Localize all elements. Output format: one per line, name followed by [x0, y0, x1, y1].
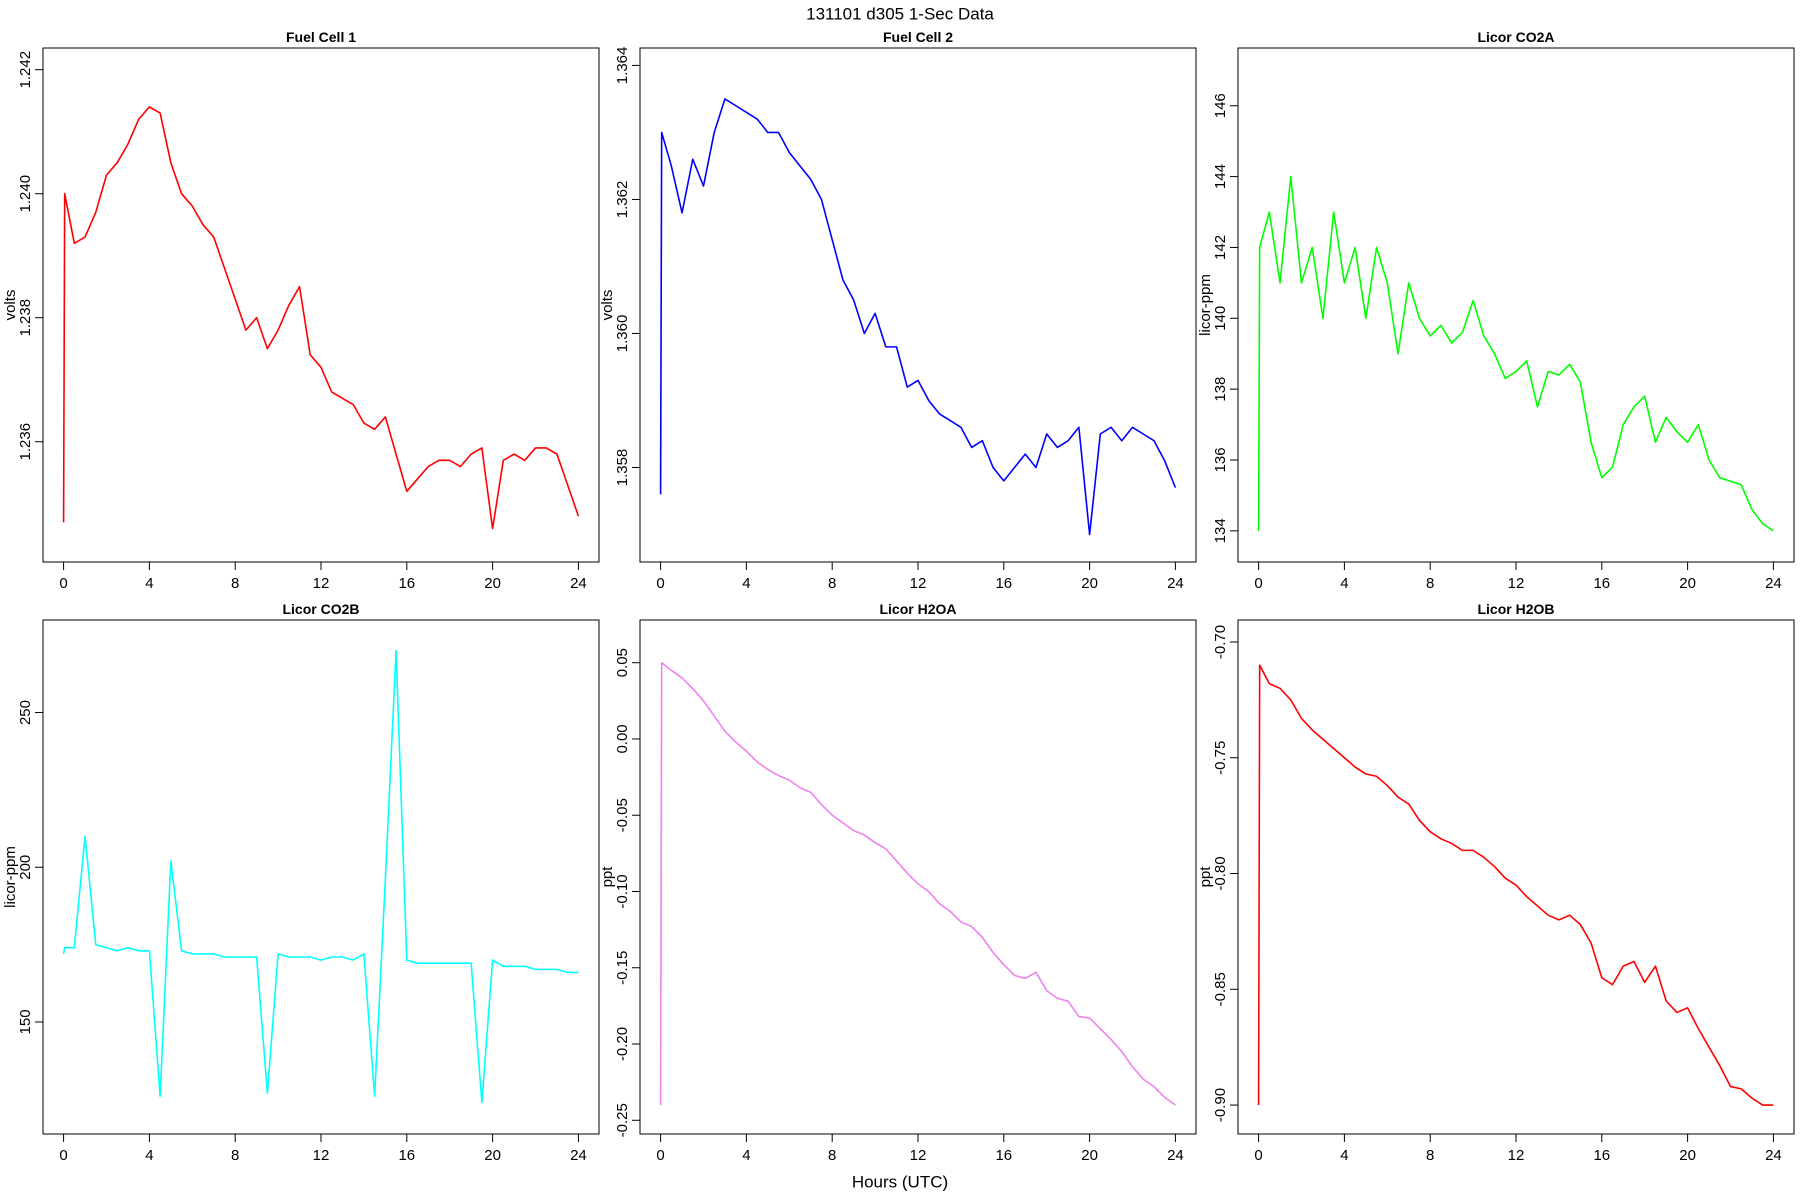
x-tick-label: 0	[1254, 1147, 1262, 1164]
y-tick-label: -0.70	[1212, 625, 1229, 659]
y-axis-label: licor-ppm	[1197, 274, 1214, 336]
x-tick-label: 16	[1593, 575, 1610, 592]
x-tick-label: 4	[742, 1147, 750, 1164]
y-axis-label: ppt	[1197, 866, 1214, 888]
x-tick-label: 8	[828, 575, 836, 592]
y-axis-label: ppt	[599, 866, 616, 888]
plot-frame	[42, 47, 600, 563]
x-tick-label: 0	[1254, 575, 1262, 592]
x-tick-label: 16	[995, 575, 1012, 592]
x-tick-label: 12	[1508, 1147, 1525, 1164]
y-tick-label: 1.242	[17, 51, 34, 89]
y-tick-label: 200	[17, 855, 34, 880]
y-tick-label: 250	[17, 700, 34, 725]
y-tick-label: 1.362	[614, 181, 631, 219]
x-tick-label: 0	[656, 1147, 664, 1164]
plot-frame	[42, 619, 600, 1135]
data-line	[62, 649, 579, 1104]
x-tick-label: 8	[231, 1147, 239, 1164]
x-tick-label: 16	[398, 1147, 415, 1164]
x-tick-label: 20	[1679, 575, 1696, 592]
y-tick-label: 136	[1212, 447, 1229, 472]
x-tick-label: 4	[742, 575, 750, 592]
y-tick-label: -0.75	[1212, 741, 1229, 775]
y-tick-label: -0.15	[614, 951, 631, 985]
y-tick-label: 140	[1212, 306, 1229, 331]
x-tick-label: 24	[1765, 575, 1782, 592]
y-tick-label: -0.85	[1212, 972, 1229, 1006]
y-tick-label: 1.236	[17, 423, 34, 461]
y-tick-label: -0.20	[614, 1027, 631, 1061]
panel-title: Licor CO2B	[282, 601, 359, 617]
x-tick-label: 20	[1679, 1147, 1696, 1164]
x-tick-label: 20	[484, 575, 501, 592]
x-tick-label: 4	[1340, 1147, 1348, 1164]
y-tick-label: 138	[1212, 377, 1229, 402]
x-tick-label: 16	[1593, 1147, 1610, 1164]
y-tick-label: 146	[1212, 93, 1229, 118]
page-title: 131101 d305 1-Sec Data	[806, 4, 994, 23]
y-tick-label: 134	[1212, 518, 1229, 543]
plot-frame	[639, 47, 1197, 563]
panel-title: Licor H2OA	[879, 601, 956, 617]
panel-title: Licor CO2A	[1477, 29, 1554, 45]
data-line	[1257, 175, 1774, 532]
x-tick-label: 16	[398, 575, 415, 592]
x-tick-label: 0	[59, 575, 67, 592]
x-tick-label: 4	[1340, 575, 1348, 592]
x-tick-label: 12	[910, 1147, 927, 1164]
y-axis-label: volts	[2, 290, 19, 321]
y-axis-label: licor-ppm	[2, 846, 19, 908]
x-tick-label: 24	[1167, 575, 1184, 592]
x-tick-label: 4	[145, 575, 153, 592]
x-tick-label: 8	[828, 1147, 836, 1164]
y-tick-label: 1.364	[614, 47, 631, 85]
y-tick-label: 1.240	[17, 175, 34, 213]
data-line	[62, 106, 580, 530]
y-tick-label: 0.05	[614, 648, 631, 677]
x-tick-label: 12	[1508, 575, 1525, 592]
panel-title: Licor H2OB	[1477, 601, 1554, 617]
y-axis-label: volts	[599, 290, 616, 321]
y-tick-label: 0.00	[614, 724, 631, 753]
x-tick-label: 24	[570, 575, 587, 592]
y-tick-label: 1.358	[614, 449, 631, 487]
y-tick-label: -0.90	[1212, 1088, 1229, 1122]
y-tick-label: -0.80	[1212, 856, 1229, 890]
x-tick-label: 0	[59, 1147, 67, 1164]
x-tick-label: 8	[1426, 1147, 1434, 1164]
y-tick-label: 1.238	[17, 299, 34, 337]
plot-frame	[639, 619, 1197, 1135]
x-tick-label: 20	[1081, 575, 1098, 592]
y-tick-label: -0.25	[614, 1103, 631, 1137]
x-tick-label: 24	[570, 1147, 587, 1164]
y-tick-label: 1.360	[614, 315, 631, 353]
y-tick-label: -0.10	[614, 874, 631, 908]
x-tick-label: 20	[1081, 1147, 1098, 1164]
y-tick-label: 150	[17, 1009, 34, 1034]
x-axis-label: Hours (UTC)	[852, 1172, 948, 1191]
x-tick-label: 20	[484, 1147, 501, 1164]
data-line	[659, 98, 1177, 536]
x-tick-label: 0	[656, 575, 664, 592]
x-tick-label: 12	[313, 1147, 330, 1164]
x-tick-label: 24	[1167, 1147, 1184, 1164]
y-tick-label: -0.05	[614, 798, 631, 832]
panel-title: Fuel Cell 1	[286, 29, 356, 45]
y-tick-label: 142	[1212, 235, 1229, 260]
data-line	[1257, 664, 1774, 1106]
data-line	[659, 661, 1176, 1106]
x-tick-label: 16	[995, 1147, 1012, 1164]
x-tick-label: 4	[145, 1147, 153, 1164]
x-tick-label: 8	[231, 575, 239, 592]
panel-title: Fuel Cell 2	[883, 29, 953, 45]
x-tick-label: 8	[1426, 575, 1434, 592]
x-tick-label: 24	[1765, 1147, 1782, 1164]
x-tick-label: 12	[910, 575, 927, 592]
x-tick-label: 12	[313, 575, 330, 592]
plot-frame	[1237, 619, 1795, 1135]
y-tick-label: 144	[1212, 164, 1229, 189]
